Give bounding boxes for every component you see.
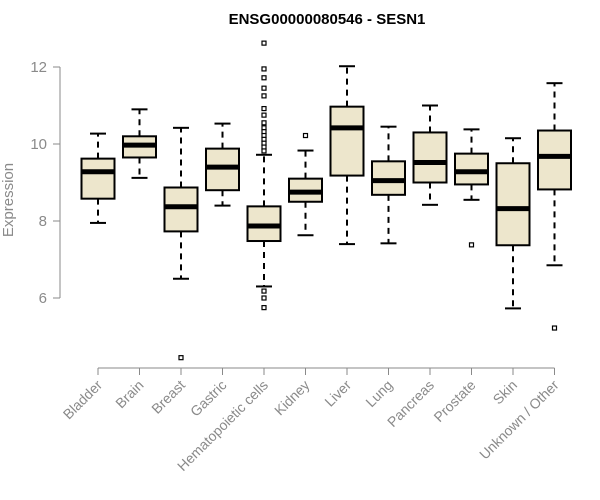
outlier-point bbox=[261, 66, 267, 72]
box-liver bbox=[329, 65, 365, 246]
box-brain bbox=[122, 108, 157, 179]
y-axis: 6 8 10 12 bbox=[30, 59, 61, 307]
box-iqr bbox=[329, 105, 365, 177]
outlier-point bbox=[261, 120, 267, 126]
x-tick-label: Unknown / Other bbox=[476, 377, 562, 463]
y-tick-label: 12 bbox=[30, 59, 47, 76]
y-tick-label: 6 bbox=[39, 290, 47, 307]
chart-title: ENSG00000080546 - SESN1 bbox=[229, 11, 426, 28]
outlier-point bbox=[261, 93, 267, 99]
outlier-point bbox=[302, 132, 309, 139]
box-hematopoietic-cells bbox=[246, 40, 282, 311]
x-tick-label: Kidney bbox=[271, 377, 313, 419]
x-tick-label: Brain bbox=[112, 377, 146, 411]
x-tick-label: Liver bbox=[321, 377, 354, 410]
x-tick-label: Lung bbox=[362, 377, 395, 410]
y-tick-label: 10 bbox=[30, 136, 47, 153]
box-bladder bbox=[80, 132, 116, 224]
box-iqr bbox=[495, 162, 531, 247]
box-iqr bbox=[454, 152, 489, 186]
x-tick-label: Breast bbox=[148, 377, 188, 417]
box-gastric bbox=[205, 122, 240, 207]
outlier-point bbox=[261, 75, 267, 81]
outlier-point bbox=[261, 305, 267, 311]
outlier-point bbox=[261, 105, 267, 112]
outlier-point bbox=[178, 355, 184, 361]
x-tick-label: Skin bbox=[490, 377, 521, 408]
outlier-point bbox=[261, 148, 267, 154]
box-pancreas bbox=[412, 104, 448, 206]
x-tick-label: Prostate bbox=[430, 377, 478, 425]
box-kidney bbox=[288, 132, 323, 237]
outlier-point bbox=[551, 325, 558, 331]
box-breast bbox=[163, 126, 199, 361]
box-iqr bbox=[371, 160, 406, 196]
box-iqr bbox=[80, 157, 116, 200]
box-iqr bbox=[537, 129, 572, 191]
x-tick-label: Bladder bbox=[60, 377, 106, 423]
outlier-point bbox=[261, 40, 267, 46]
box-series bbox=[80, 40, 572, 361]
outlier-point bbox=[261, 295, 267, 301]
y-tick-label: 8 bbox=[39, 213, 47, 230]
y-axis-label: Expression bbox=[0, 163, 17, 237]
outlier-point bbox=[261, 112, 267, 118]
box-skin bbox=[495, 137, 531, 310]
box-unknown-other bbox=[537, 82, 572, 331]
outlier-point bbox=[261, 85, 267, 91]
box-lung bbox=[371, 125, 406, 245]
box-iqr bbox=[163, 186, 199, 233]
outlier-point bbox=[468, 242, 475, 248]
outlier-point bbox=[261, 288, 267, 294]
box-prostate bbox=[454, 128, 489, 248]
box-iqr bbox=[412, 131, 448, 184]
